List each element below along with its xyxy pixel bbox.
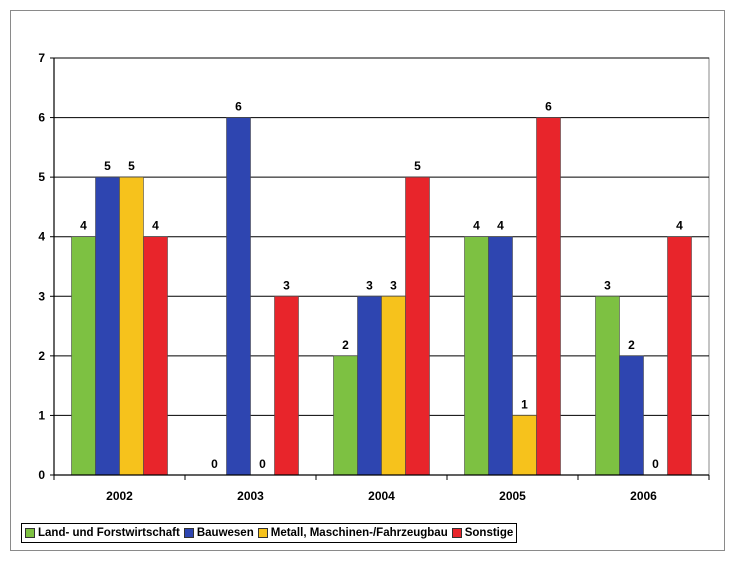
data-labels: 4 0 2 4 3 5 6 3 4 2 5 0 3 1 0 4 3 5 6 4 xyxy=(80,100,683,471)
bar-2002-series-2 xyxy=(119,176,144,476)
data-label-2004-series-3: 5 xyxy=(414,159,421,173)
data-label-2002-series-0: 4 xyxy=(80,219,87,233)
bar-2002-series-1 xyxy=(95,176,120,476)
data-label-2002-series-3: 4 xyxy=(152,219,159,233)
bar-2002-series-3 xyxy=(143,236,168,476)
data-label-2003-series-1: 6 xyxy=(235,100,242,114)
bar-2002-series-0 xyxy=(71,236,96,476)
legend-item-sonstige: Sonstige xyxy=(451,527,514,539)
bar-2004-series-3 xyxy=(405,176,430,476)
y-tick-label-2: 2 xyxy=(38,349,45,363)
x-tick-label-2004: 2004 xyxy=(368,489,395,503)
bar-2006-series-0 xyxy=(595,295,620,476)
bar-2005-series-0 xyxy=(464,236,489,476)
data-label-2002-series-1: 5 xyxy=(104,159,111,173)
legend-item-land: Land- und Forstwirtschaft xyxy=(25,527,180,539)
bar-2004-series-2 xyxy=(381,295,406,476)
y-tick-label-3: 3 xyxy=(38,289,45,303)
legend-swatch-land xyxy=(25,528,35,538)
bar-chart: 0 1 2 3 4 5 6 7 2002 2003 2004 2005 2006 4 0 2 4 3 5 6 3 4 2 5… xyxy=(38,51,710,503)
legend: Land- und Forstwirtschaft Bauwesen Metal… xyxy=(21,523,518,543)
data-label-2006-series-1: 2 xyxy=(628,338,635,352)
legend-swatch-bauwesen xyxy=(183,528,194,538)
y-tick-label-6: 6 xyxy=(38,111,45,125)
data-label-2005-series-0: 4 xyxy=(473,219,480,233)
legend-swatch-metall xyxy=(257,528,268,538)
legend-label-metall: Metall, Maschinen-/Fahrzeugbau xyxy=(270,527,448,539)
y-tick-label-7: 7 xyxy=(38,51,45,65)
y-tick-label-4: 4 xyxy=(38,230,45,244)
data-label-2003-series-0: 0 xyxy=(211,457,218,471)
y-tick-label-0: 0 xyxy=(38,468,45,482)
data-label-2003-series-2: 0 xyxy=(259,457,266,471)
bar-2003-series-1 xyxy=(226,117,251,476)
x-tick-label-2003: 2003 xyxy=(237,489,264,503)
bar-2004-series-0 xyxy=(333,355,358,476)
bar-2004-series-1 xyxy=(357,295,382,476)
bar-2005-series-1 xyxy=(488,236,513,476)
data-label-2005-series-1: 4 xyxy=(497,219,504,233)
bar-2003-series-3 xyxy=(274,295,299,476)
data-label-2002-series-2: 5 xyxy=(128,159,135,173)
legend-label-land: Land- und Forstwirtschaft xyxy=(38,527,180,539)
bar-2005-series-2 xyxy=(512,415,537,476)
data-label-2003-series-3: 3 xyxy=(283,278,290,292)
legend-swatch-sonstige xyxy=(451,528,462,538)
legend-item-bauwesen: Bauwesen xyxy=(183,527,254,539)
x-tick-label-2002: 2002 xyxy=(106,489,133,503)
data-label-2004-series-2: 3 xyxy=(390,278,397,292)
y-tick-label-5: 5 xyxy=(38,170,45,184)
legend-label-bauwesen: Bauwesen xyxy=(196,527,254,539)
data-label-2005-series-2: 1 xyxy=(521,397,528,411)
bar-2006-series-3 xyxy=(667,236,692,476)
data-label-2005-series-3: 6 xyxy=(545,100,552,114)
bar-2005-series-3 xyxy=(536,117,561,476)
bar-2006-series-1 xyxy=(619,355,644,476)
legend-item-metall: Metall, Maschinen-/Fahrzeugbau xyxy=(257,527,448,539)
chart-frame: 0 1 2 3 4 5 6 7 2002 2003 2004 2005 2006 4 0 2 4 3 5 6 3 4 2 5… xyxy=(10,10,725,551)
data-label-2006-series-3: 4 xyxy=(676,219,683,233)
x-tick-label-2006: 2006 xyxy=(630,489,657,503)
y-tick-label-1: 1 xyxy=(38,408,45,422)
data-label-2004-series-0: 2 xyxy=(342,338,349,352)
data-label-2006-series-2: 0 xyxy=(652,457,659,471)
data-label-2004-series-1: 3 xyxy=(366,278,373,292)
x-tick-label-2005: 2005 xyxy=(499,489,526,503)
data-label-2006-series-0: 3 xyxy=(604,278,611,292)
legend-label-sonstige: Sonstige xyxy=(464,527,514,539)
bars xyxy=(71,117,692,476)
